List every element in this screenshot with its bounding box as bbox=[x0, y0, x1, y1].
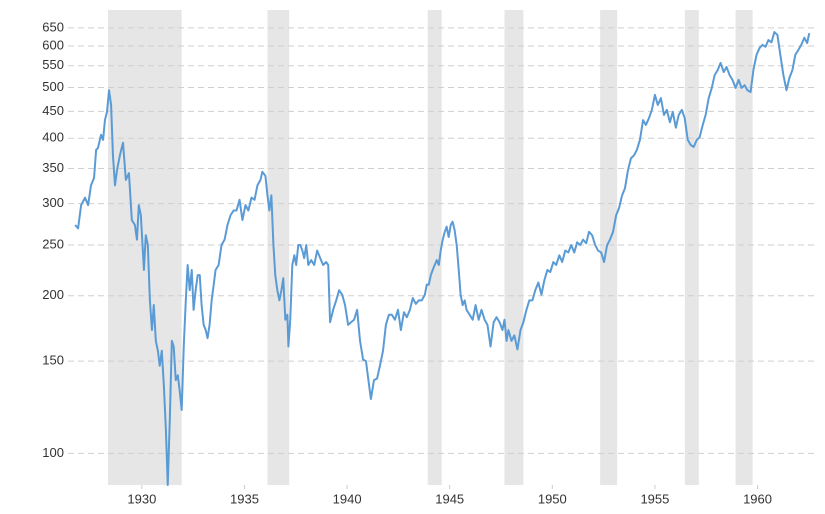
x-tick-label: 1955 bbox=[640, 491, 669, 506]
x-tick-label: 1960 bbox=[743, 491, 772, 506]
y-tick-label: 250 bbox=[42, 236, 64, 251]
y-tick-label: 650 bbox=[42, 19, 64, 34]
y-tick-label: 200 bbox=[42, 287, 64, 302]
shades bbox=[108, 10, 753, 485]
y-tick-label: 350 bbox=[42, 160, 64, 175]
y-tick-label: 400 bbox=[42, 130, 64, 145]
y-tick-label: 550 bbox=[42, 57, 64, 72]
shaded-range bbox=[267, 10, 290, 485]
x-tick-label: 1950 bbox=[538, 491, 567, 506]
line bbox=[74, 31, 811, 486]
shaded-range bbox=[684, 10, 699, 485]
shaded-range bbox=[735, 10, 753, 485]
x-tick-label: 1930 bbox=[127, 491, 156, 506]
shaded-range bbox=[504, 10, 524, 485]
grid bbox=[68, 27, 815, 489]
y-tick-label: 100 bbox=[42, 445, 64, 460]
x-tick-label: 1945 bbox=[435, 491, 464, 506]
shaded-range bbox=[427, 10, 442, 485]
y-tick-label: 450 bbox=[42, 103, 64, 118]
y-tick-label: 300 bbox=[42, 195, 64, 210]
x-tick-label: 1935 bbox=[230, 491, 259, 506]
y-tick-label: 600 bbox=[42, 37, 64, 52]
y-tick-label: 150 bbox=[42, 353, 64, 368]
labels: 100 150 200 250 300 350 400 450 500 550 600 650 1930… bbox=[42, 19, 772, 506]
marks bbox=[74, 31, 811, 486]
y-tick-label: 500 bbox=[42, 79, 64, 94]
x-tick-label: 1940 bbox=[333, 491, 362, 506]
shaded-range bbox=[600, 10, 618, 485]
